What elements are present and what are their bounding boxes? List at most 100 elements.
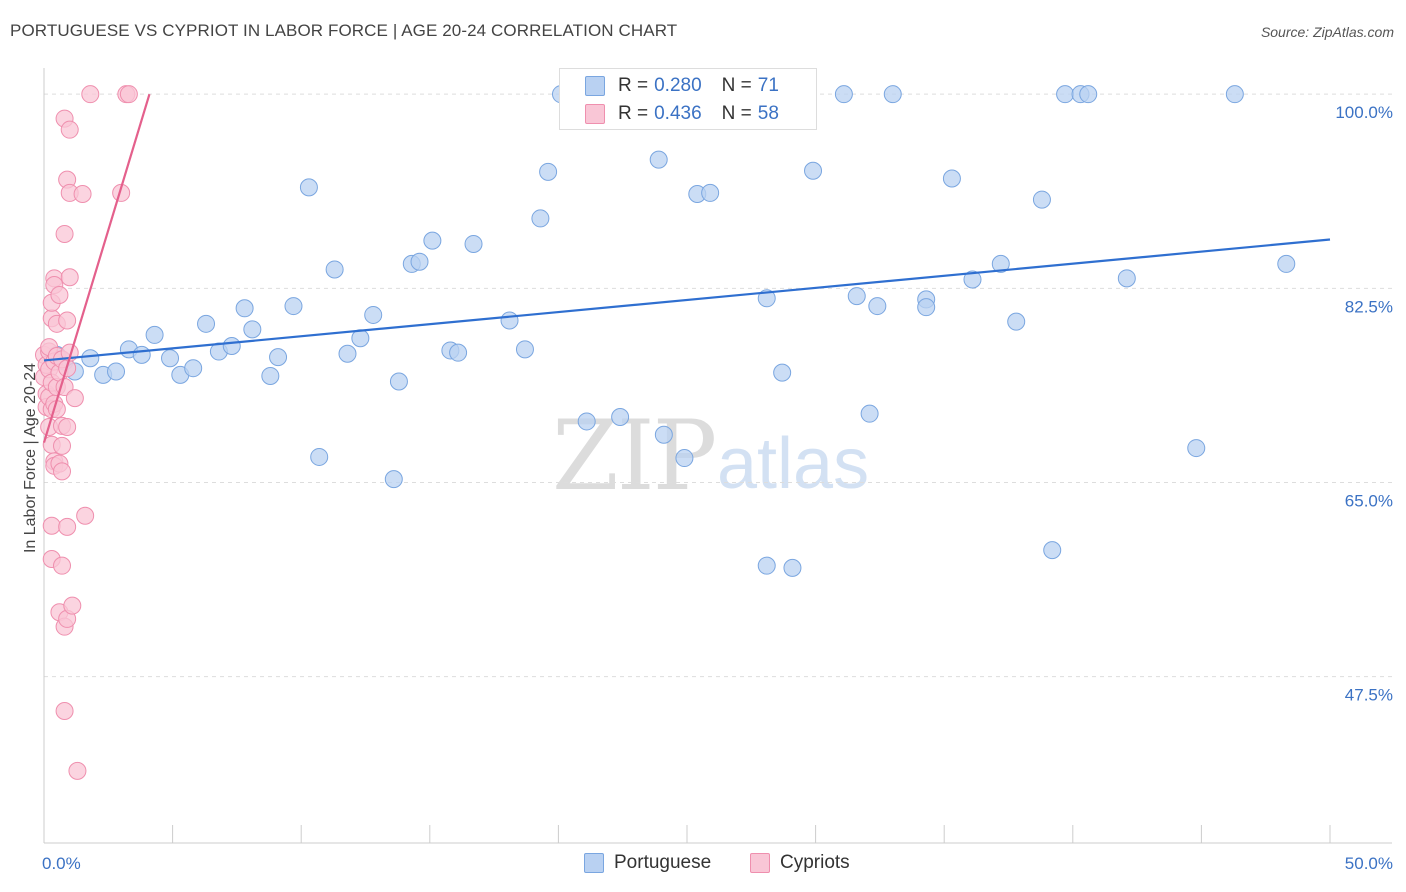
point-portuguese <box>847 287 866 306</box>
legend-r-value: 0.436 <box>654 103 702 124</box>
legend-n-value: 58 <box>757 103 779 124</box>
legend-n-label: N = <box>721 75 752 96</box>
point-portuguese <box>675 449 694 468</box>
point-portuguese <box>804 161 823 180</box>
legend-n-value: 71 <box>757 75 779 96</box>
point-portuguese <box>649 150 668 169</box>
point-portuguese <box>1117 269 1136 288</box>
point-portuguese <box>310 447 329 466</box>
stats-legend: R = 0.280 N = 71 R = 0.436 N = 58 <box>559 68 817 130</box>
point-portuguese <box>611 408 630 427</box>
x-tick-label-end: 50.0% <box>1345 854 1393 873</box>
point-portuguese <box>1079 85 1098 104</box>
y-tick-label: 82.5% <box>1345 297 1393 316</box>
point-cypriots <box>63 596 82 615</box>
point-portuguese <box>184 359 203 378</box>
series-legend-label: Portuguese <box>614 852 712 873</box>
trend-lines <box>42 93 1331 443</box>
point-cypriots <box>50 285 69 304</box>
point-portuguese <box>515 340 534 359</box>
point-portuguese <box>1056 85 1075 104</box>
legend-row-cypriots: R = 0.436 N = 58 <box>585 100 779 128</box>
point-portuguese <box>284 297 303 316</box>
x-tick-label-start: 0.0% <box>42 854 81 873</box>
series-swatch-cypriots <box>750 853 770 873</box>
series-legend-portuguese[interactable]: Portuguese <box>584 852 711 874</box>
source-credit: Source: ZipAtlas.com <box>1260 24 1394 40</box>
point-cypriots <box>119 85 138 104</box>
point-portuguese <box>963 270 982 289</box>
point-portuguese <box>773 363 792 382</box>
point-portuguese <box>299 178 318 197</box>
point-portuguese <box>243 320 262 339</box>
point-cypriots <box>76 506 95 525</box>
series-legend-cypriots[interactable]: Cypriots <box>750 852 850 874</box>
point-portuguese <box>338 344 357 363</box>
point-portuguese <box>464 234 483 253</box>
point-portuguese <box>222 337 241 356</box>
point-cypriots <box>60 120 79 139</box>
point-portuguese <box>197 314 216 333</box>
point-portuguese <box>1007 312 1026 331</box>
point-portuguese <box>364 305 383 324</box>
legend-r-label: R = <box>618 103 649 124</box>
point-portuguese <box>269 348 288 367</box>
point-cypriots <box>58 517 77 536</box>
point-portuguese <box>81 349 100 368</box>
point-cypriots <box>73 185 92 204</box>
y-tick-label: 65.0% <box>1345 491 1393 510</box>
point-portuguese <box>389 372 408 391</box>
point-portuguese <box>384 470 403 489</box>
point-cypriots <box>58 417 77 436</box>
point-portuguese <box>834 85 853 104</box>
y-tick-label: 100.0% <box>1335 103 1393 122</box>
point-portuguese <box>654 425 673 444</box>
point-portuguese <box>860 404 879 423</box>
axes <box>43 68 1392 844</box>
point-cypriots <box>55 224 74 243</box>
point-portuguese <box>1277 254 1296 273</box>
point-portuguese <box>757 556 776 575</box>
point-portuguese <box>917 298 936 317</box>
gridlines <box>44 93 1392 678</box>
point-cypriots <box>55 701 74 720</box>
axis-labels: 100.0% 82.5% 65.0% 47.5% 0.0% 50.0% In Labor F… <box>22 103 1393 873</box>
point-portuguese <box>161 349 180 368</box>
legend-row-portuguese: R = 0.280 N = 71 <box>585 72 779 100</box>
point-cypriots <box>65 389 84 408</box>
watermark-atlas: atlas <box>717 424 870 504</box>
point-portuguese <box>107 362 126 381</box>
point-portuguese <box>449 343 468 362</box>
point-portuguese <box>1043 541 1062 560</box>
point-portuguese <box>783 558 802 577</box>
point-portuguese <box>577 412 596 431</box>
point-portuguese <box>325 260 344 279</box>
point-portuguese <box>942 169 961 188</box>
data-points <box>35 85 1296 780</box>
series-swatch-portuguese <box>584 853 604 873</box>
point-portuguese <box>1225 85 1244 104</box>
series-legend: Portuguese Cypriots <box>0 852 1406 878</box>
point-cypriots <box>53 556 72 575</box>
legend-r-label: R = <box>618 75 649 96</box>
legend-swatch-cypriots <box>585 104 605 124</box>
point-portuguese <box>132 345 151 364</box>
point-portuguese <box>883 85 902 104</box>
point-cypriots <box>60 268 79 287</box>
point-portuguese <box>868 297 887 316</box>
series-legend-label: Cypriots <box>780 852 850 873</box>
y-tick-label: 47.5% <box>1345 686 1393 705</box>
point-portuguese <box>423 231 442 250</box>
point-portuguese <box>145 325 164 344</box>
point-cypriots <box>42 516 61 535</box>
point-cypriots <box>58 311 77 330</box>
point-portuguese <box>500 311 519 330</box>
point-cypriots <box>68 761 87 780</box>
point-portuguese <box>757 289 776 308</box>
point-portuguese <box>531 209 550 228</box>
point-portuguese <box>1187 439 1206 458</box>
point-cypriots <box>53 436 72 455</box>
point-portuguese <box>991 254 1010 273</box>
chart-title: PORTUGUESE VS CYPRIOT IN LABOR FORCE | A… <box>10 21 678 40</box>
